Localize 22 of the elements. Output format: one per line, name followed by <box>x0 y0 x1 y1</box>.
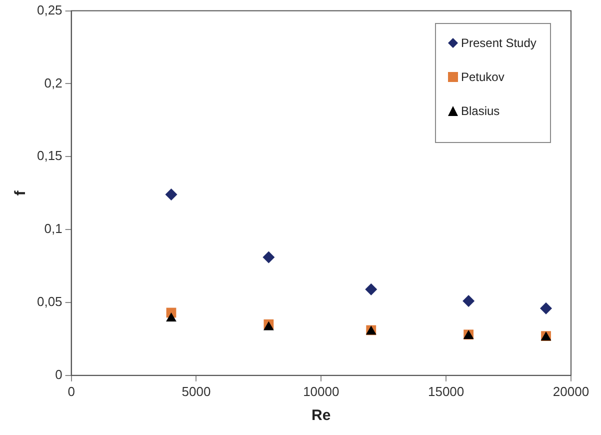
point <box>462 295 475 308</box>
y-tick-label: 0,15 <box>36 148 62 164</box>
point <box>540 302 552 314</box>
y-axis-title: f <box>12 190 30 196</box>
x-tick-label: 15000 <box>428 384 464 399</box>
y-tick-label: 0,2 <box>44 75 62 90</box>
y-tick-label: 0,05 <box>36 294 62 310</box>
x-tick-label: 10000 <box>303 384 340 399</box>
x-tick-label: 5000 <box>182 384 211 399</box>
legend-label: Petukov <box>461 70 504 84</box>
point <box>262 251 275 264</box>
y-tick-label: 0 <box>55 366 62 382</box>
point <box>165 188 178 201</box>
y-tick-label: 0,25 <box>36 2 62 18</box>
x-tick-label: 0 <box>68 384 75 399</box>
legend-label: Blasius <box>461 104 500 118</box>
x-tick-label: 20000 <box>552 384 590 399</box>
legend-label: Present Study <box>461 36 536 50</box>
point <box>166 312 176 322</box>
y-tick-label: 0,1 <box>44 221 62 236</box>
point <box>365 283 378 296</box>
x-axis-title: Re <box>312 407 331 424</box>
